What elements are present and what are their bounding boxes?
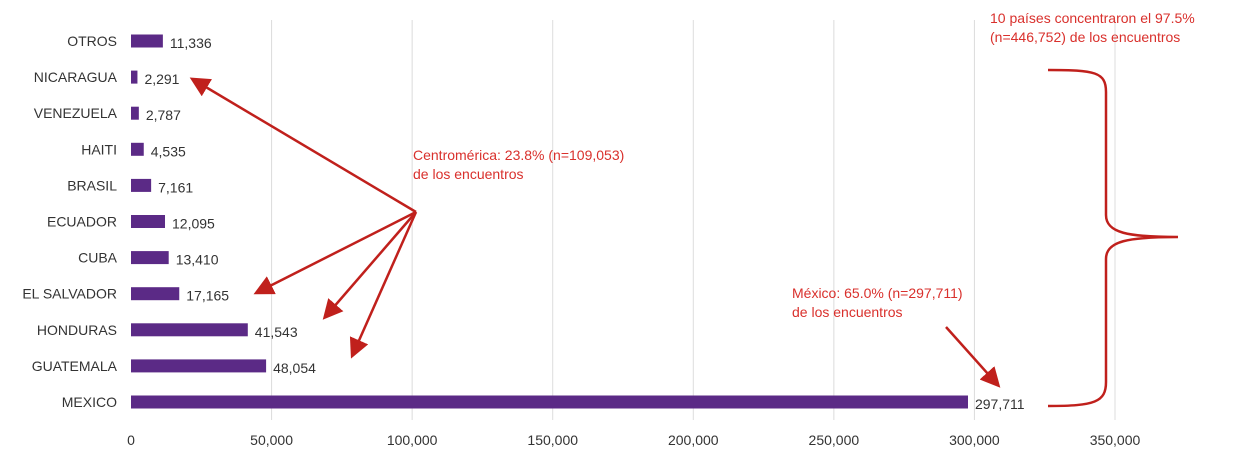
brace	[1047, 68, 1179, 408]
category-label: EL SALVADOR	[22, 286, 117, 302]
value-label: 297,711	[975, 396, 1025, 412]
category-label: VENEZUELA	[34, 105, 118, 121]
category-label: CUBA	[78, 250, 118, 266]
category-label: BRASIL	[67, 177, 117, 193]
value-labels: 11,336 2,291 2,787 4,535 7,161 12,095 13,410 17…	[144, 35, 1024, 412]
annotation-mexico-line1: México: 65.0% (n=297,711)	[792, 285, 963, 301]
category-label: HONDURAS	[37, 322, 117, 338]
value-label: 48,054	[273, 360, 316, 376]
x-tick-label: 200,000	[668, 432, 719, 448]
bar	[131, 142, 144, 156]
grid-lines	[271, 20, 1116, 420]
annotation-top10-line1: 10 países concentraron el 97.5%	[990, 10, 1195, 26]
arrow-to-honduras	[322, 211, 417, 320]
x-tick-label: 350,000	[1090, 432, 1141, 448]
category-label: OTROS	[67, 33, 117, 49]
annotations: Centromérica: 23.8% (n=109,053) de los e…	[189, 10, 1195, 408]
bar	[131, 34, 163, 48]
x-tick-label: 150,000	[527, 432, 578, 448]
bar	[131, 70, 138, 84]
bars	[131, 34, 968, 409]
category-labels: OTROS NICARAGUA VENEZUELA HAITI BRASIL ECUADO…	[22, 33, 117, 410]
value-label: 41,543	[255, 324, 298, 340]
value-label: 7,161	[158, 179, 193, 195]
category-label: GUATEMALA	[32, 358, 118, 374]
x-tick-label: 50,000	[250, 432, 293, 448]
value-label: 4,535	[151, 143, 186, 159]
value-label: 13,410	[176, 252, 219, 268]
value-label: 2,787	[146, 107, 181, 123]
arrow-to-mexico	[945, 326, 1001, 388]
x-tick-label: 300,000	[949, 432, 1000, 448]
category-label: ECUADOR	[47, 214, 117, 230]
value-label: 12,095	[172, 216, 215, 232]
category-label: HAITI	[81, 141, 117, 157]
category-label: MEXICO	[62, 394, 117, 410]
bar	[131, 323, 248, 337]
bar	[131, 106, 139, 120]
bar	[131, 359, 267, 373]
centroamerica-arrows	[189, 77, 1001, 388]
arrow-to-nicaragua	[189, 77, 417, 214]
annotation-centroamerica-line2: de los encuentros	[413, 166, 524, 182]
arrow-to-guatemala	[349, 211, 418, 359]
x-tick-label: 0	[127, 432, 135, 448]
x-tick-label: 100,000	[387, 432, 438, 448]
x-axis-ticks: 0 50,000 100,000 150,000 200,000 250,000 300,0…	[127, 432, 1140, 448]
annotation-mexico-line2: de los encuentros	[792, 304, 903, 320]
value-label: 11,336	[170, 35, 212, 51]
arrow-to-el-salvador	[253, 210, 417, 295]
bar	[131, 178, 152, 192]
annotation-top10-line2: (n=446,752) de los encuentros	[990, 29, 1180, 45]
bar	[131, 395, 968, 409]
bar	[131, 251, 169, 265]
annotation-centroamerica-line1: Centromérica: 23.8% (n=109,053)	[413, 147, 624, 163]
value-label: 2,291	[144, 71, 179, 87]
x-tick-label: 250,000	[809, 432, 860, 448]
bar	[131, 215, 166, 228]
category-label: NICARAGUA	[34, 69, 118, 85]
bar	[131, 287, 180, 301]
value-label: 17,165	[186, 288, 229, 304]
